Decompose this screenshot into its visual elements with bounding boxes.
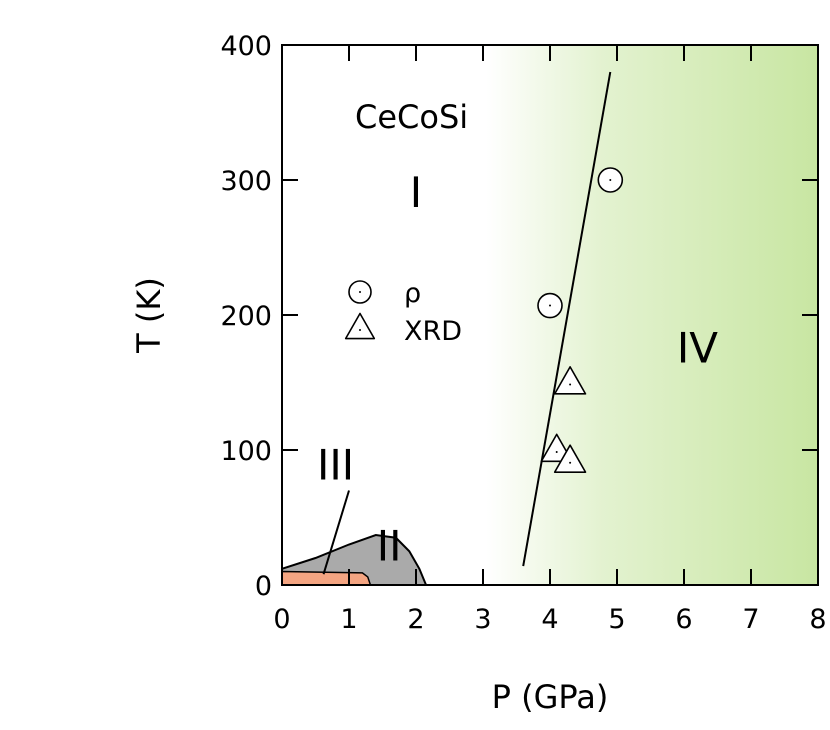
phase-iv-region [486,45,818,585]
legend-label-rho: ρ [404,278,421,309]
data-point-rho [537,292,563,319]
x-tick-label: 7 [742,604,759,635]
x-tick-label: 0 [273,604,290,635]
x-tick-label: 2 [407,604,424,635]
x-tick-label: 3 [474,604,491,635]
data-point-xrd [553,366,587,395]
axis-tick-labels: 0 1 2 3 4 5 6 7 8 0 100 200 300 400 [220,31,826,635]
phase-label: III [317,441,354,490]
phase-iii-region [282,570,372,585]
y-tick-label: 400 [220,31,272,62]
legend: ρ XRD [344,278,462,347]
y-axis-title: T (K) [130,277,168,354]
axis-ticks [282,45,818,585]
x-axis-title: P (GPa) [492,678,609,716]
phase-boundary-line [522,71,612,567]
legend-triangle-icon [344,312,376,340]
legend-triangle-marker [344,312,376,340]
x-tick-label: 8 [809,604,826,635]
data-point-rho [597,167,624,193]
x-tick-label: 1 [340,604,357,635]
phase-label: IV [677,323,718,372]
y-tick-label: 0 [255,571,272,602]
x-tick-label: 6 [675,604,692,635]
x-tick-label: 5 [608,604,625,635]
data-point-xrd [553,444,587,473]
legend-label-xrd: XRD [404,316,462,347]
phase-iii-pointer-line [322,490,350,575]
phase-label: I [410,168,422,217]
legend-circle-icon [348,280,372,304]
phase-label: II [377,522,402,571]
legend-circle-marker [348,280,372,304]
data-markers [537,167,624,473]
y-tick-label: 100 [220,436,272,467]
compound-label: CeCoSi [355,98,468,136]
y-tick-label: 200 [220,301,272,332]
x-tick-label: 4 [541,604,558,635]
y-tick-label: 300 [220,166,272,197]
